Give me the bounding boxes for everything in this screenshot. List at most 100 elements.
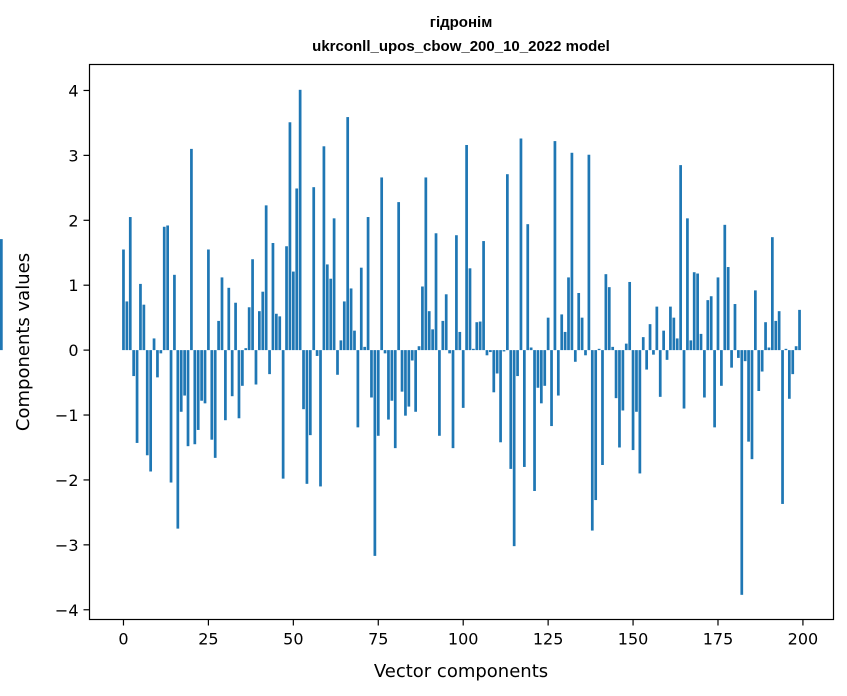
bar	[325, 264, 329, 351]
bar	[217, 320, 220, 351]
y-tick-label: −4	[55, 601, 79, 620]
bar	[699, 333, 703, 351]
bar	[281, 350, 285, 479]
y-tick-label: −2	[55, 471, 79, 490]
y-tick-label: −3	[55, 536, 79, 555]
bar	[781, 350, 784, 504]
bar	[573, 350, 577, 362]
bar	[730, 350, 733, 368]
bar	[210, 350, 214, 440]
y-tick-label: 3	[68, 146, 78, 165]
bar	[563, 331, 567, 351]
bar	[672, 317, 676, 351]
bar	[526, 224, 530, 351]
bar	[482, 241, 485, 351]
bar	[733, 304, 737, 351]
bar	[522, 350, 526, 467]
bar	[658, 350, 662, 397]
bar	[631, 350, 635, 451]
bar	[669, 306, 672, 351]
bar	[349, 288, 353, 351]
bar	[139, 283, 142, 351]
bar	[319, 350, 322, 487]
chart-title: гідронім	[430, 14, 493, 31]
bar	[373, 350, 377, 556]
bar	[720, 350, 723, 386]
x-tick-label: 50	[283, 630, 303, 649]
bar	[244, 348, 248, 351]
bar	[122, 249, 125, 351]
bar	[380, 177, 384, 351]
bar	[421, 286, 424, 351]
bar	[128, 217, 132, 351]
x-tick-label: 0	[118, 630, 128, 649]
y-axis-ticks: −4 −3 −2 −1 0 1 2 3 4	[55, 81, 90, 620]
bar	[200, 350, 203, 401]
bar	[682, 350, 686, 409]
bar	[679, 165, 682, 351]
bar	[716, 277, 720, 351]
bar	[387, 350, 390, 420]
y-axis-label: Components values	[13, 253, 34, 431]
bar	[176, 350, 180, 529]
bar	[186, 350, 190, 447]
bar	[152, 338, 156, 351]
bar	[305, 350, 309, 484]
bar	[604, 274, 608, 351]
bar	[703, 350, 706, 398]
x-axis-ticks: 0 25 50 75 100 125 150 175 200	[118, 619, 819, 649]
bar	[390, 350, 394, 401]
bar	[145, 350, 149, 456]
bar	[689, 340, 693, 351]
x-tick-label: 175	[703, 630, 734, 649]
bar	[332, 218, 336, 351]
bar	[798, 309, 801, 351]
bar	[404, 350, 407, 416]
bar	[370, 350, 373, 398]
bar	[516, 350, 519, 377]
bar	[553, 141, 557, 351]
bar	[743, 350, 747, 362]
bar	[478, 321, 482, 351]
bar	[560, 314, 564, 351]
x-tick-label: 200	[788, 630, 819, 649]
bar	[543, 350, 547, 386]
bar	[444, 294, 448, 351]
bar	[220, 277, 224, 351]
bar	[485, 350, 489, 356]
bar	[278, 316, 282, 351]
bar	[489, 350, 492, 353]
bar	[383, 350, 387, 354]
bar	[614, 350, 618, 399]
bar	[190, 148, 193, 351]
bar	[709, 296, 713, 351]
bar	[645, 350, 649, 370]
bar	[203, 350, 207, 404]
bar	[770, 237, 774, 351]
bar	[601, 350, 604, 465]
bar	[686, 218, 689, 351]
bar	[726, 267, 730, 351]
bar	[777, 311, 781, 351]
bar	[346, 117, 350, 351]
bar	[312, 187, 316, 351]
bar	[499, 350, 502, 443]
bar	[298, 89, 302, 351]
bar	[173, 274, 176, 351]
bar	[760, 350, 764, 372]
bar	[179, 350, 183, 412]
bar	[747, 350, 750, 442]
bar	[740, 350, 744, 595]
bar	[529, 347, 533, 351]
y-tick-label: 1	[68, 276, 78, 295]
bar	[336, 350, 339, 375]
plot-frame	[88, 63, 835, 621]
bar	[546, 317, 550, 351]
bar	[315, 350, 319, 356]
bar	[784, 348, 788, 351]
bar	[268, 350, 271, 375]
bar	[495, 350, 499, 374]
bar	[213, 350, 217, 458]
bar	[512, 350, 516, 547]
bar	[502, 350, 506, 352]
